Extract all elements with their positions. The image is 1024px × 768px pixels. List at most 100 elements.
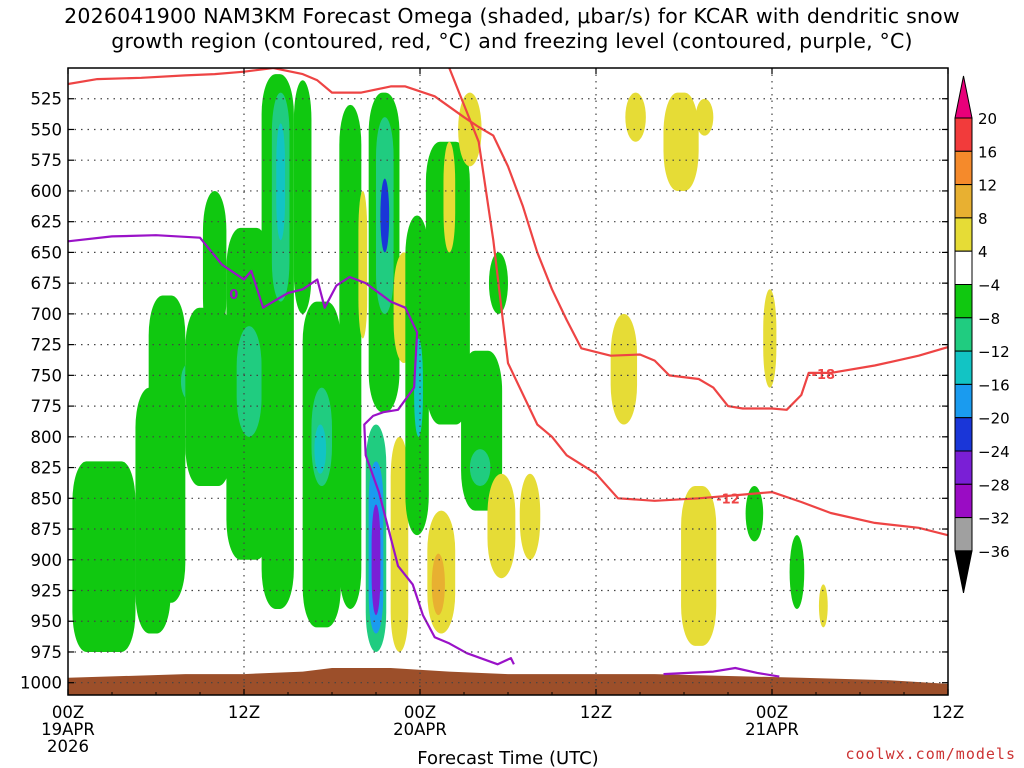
x-tick-label: 12Z [932,703,964,722]
omega-cell [339,104,362,609]
colorbar-label: 20 [978,110,997,128]
omega-cell [236,326,262,437]
y-tick-label: 825 [31,459,63,478]
omega-cell [202,190,227,339]
colorbar: 20 16 12 8 4 −4 −8 −12 −16 −20 −24 −28 −32 −36 [954,75,1010,593]
freezing-level-line [663,666,780,678]
omega-cell [681,486,717,646]
y-axis: 525 550 575 600 625 650 675 700 725 750 775 800 825 8… [20,90,948,693]
y-tick-label: 550 [31,120,63,139]
colorbar-top-triangle [954,75,973,119]
x-tick-date-label: 19APR [41,720,95,739]
omega-cell [371,504,381,616]
y-tick-label: 600 [31,182,63,201]
colorbar-segment [954,184,973,219]
colorbar-segment [954,383,973,419]
x-tick-label: 12Z [580,703,612,722]
x-axis-label: Forecast Time (UTC) [417,748,598,768]
omega-cell [745,486,764,542]
omega-cell [458,92,482,167]
omega-cell [390,436,409,652]
colorbar-label: 12 [978,177,997,195]
omega-cell [663,92,699,191]
y-tick-label: 925 [31,582,63,601]
y-tick-label: 800 [31,428,63,447]
y-tick-label: 1000 [20,674,62,693]
colorbar-label: −8 [978,310,1000,328]
colorbar-label: −36 [978,543,1010,561]
omega-cell [185,307,233,486]
colorbar-label: 4 [978,243,988,261]
y-tick-label: 850 [31,489,63,508]
y-tick-label: 725 [31,336,63,355]
colorbar-segment [954,483,973,519]
y-tick-label: 750 [31,366,63,385]
omega-cell [695,98,714,136]
x-tick-date-label: 20APR [393,720,447,739]
colorbar-label: −4 [978,277,1000,295]
omega-cell [789,535,805,609]
colorbar-segment [954,350,973,385]
omega-cell [276,123,286,241]
colorbar-label: −16 [978,376,1010,394]
omega-cell [610,313,638,425]
omega-cell [431,553,445,616]
colorbar-label: 16 [978,143,997,161]
colorbar-segment [954,450,973,485]
colorbar-segment [954,284,973,319]
omega-cell [148,295,186,603]
omega-cell [380,178,390,253]
y-tick-label: 700 [31,305,63,324]
colorbar-label: −12 [978,343,1010,361]
colorbar-label: −20 [978,410,1010,428]
terrain-surface [68,668,948,695]
colorbar-segment [954,417,973,452]
colorbar-bottom-triangle [954,550,973,593]
y-tick-label: 875 [31,520,63,539]
colorbar-segment [954,150,973,186]
colorbar-label: 8 [978,210,988,228]
omega-cell [425,141,470,425]
colorbar-label: −32 [978,510,1010,528]
y-tick-label: 625 [31,213,63,232]
plot-content: -12-180 [68,68,948,695]
y-tick-label: 575 [31,151,63,170]
freezing-level-line [68,234,515,666]
omega-cell [469,449,491,486]
freezing-level-label: 0 [229,288,238,303]
omega-cell [72,461,136,652]
omega-cell [763,289,777,388]
omega-cell [293,80,312,314]
colorbar-label: −28 [978,476,1010,494]
colorbar-segment [954,117,973,152]
x-tick-label: 00Z [756,703,788,722]
y-tick-label: 975 [31,643,63,662]
y-tick-label: 525 [31,90,63,109]
x-tick-year-label: 2026 [47,737,89,756]
omega-cell [314,424,327,474]
y-tick-label: 675 [31,274,63,293]
x-tick-label: 00Z [404,703,436,722]
omega-cell [358,190,368,339]
colorbar-segment [954,317,973,352]
omega-cell [487,473,516,579]
y-tick-label: 900 [31,551,63,570]
colorbar-label: −24 [978,443,1010,461]
dgz-contour-line [448,68,948,537]
colorbar-segment [954,517,973,552]
title-line-1: 2026041900 NAM3KM Forecast Omega (shaded… [64,4,960,28]
title-line-2: growth region (contoured, red, °C) and f… [111,29,913,53]
chart-title: 2026041900 NAM3KM Forecast Omega (shaded… [0,4,1024,54]
grid [68,68,948,695]
x-tick-label: 00Z [52,703,84,722]
colorbar-segment [954,250,973,285]
omega-cell [625,92,646,142]
y-tick-label: 775 [31,397,63,416]
x-tick-date-label: 21APR [745,720,799,739]
omega-cell [519,473,541,560]
y-tick-label: 650 [31,243,63,262]
credit-text: coolwx.com/models [845,745,1016,763]
y-tick-label: 950 [31,612,63,631]
